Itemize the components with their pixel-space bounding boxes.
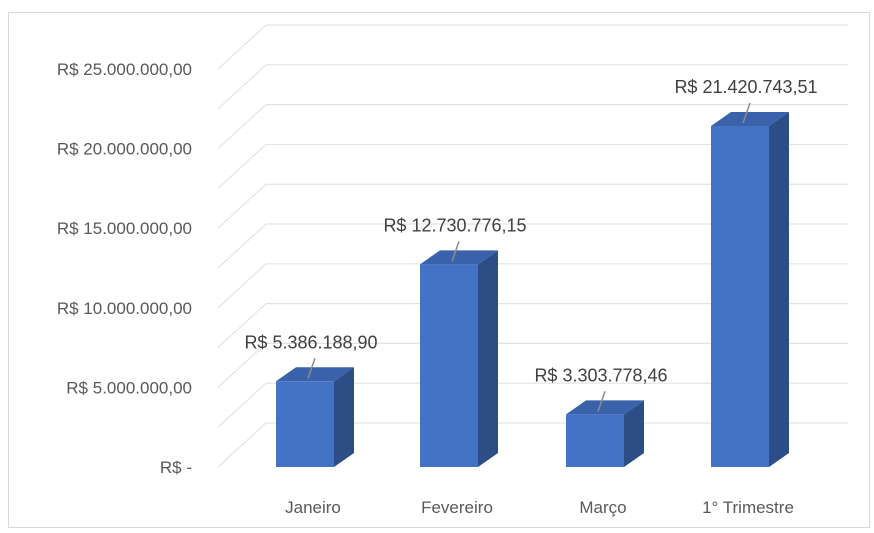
gridline-diagonal bbox=[217, 422, 267, 468]
data-label-leader bbox=[742, 102, 751, 124]
y-tick-label: R$ 20.000.000,00 bbox=[57, 140, 192, 159]
bar-side bbox=[334, 367, 354, 467]
gridline-diagonal bbox=[217, 342, 267, 388]
y-tick-label: R$ 25.000.000,00 bbox=[57, 60, 192, 79]
bar-top bbox=[711, 112, 789, 126]
x-category-label: Fevereiro bbox=[421, 498, 493, 517]
bar-side bbox=[769, 112, 789, 467]
gridline-diagonal bbox=[217, 64, 267, 110]
y-tick-label: R$ 15.000.000,00 bbox=[57, 219, 192, 238]
y-axis-ticks: R$ - R$ 5.000.000,00 R$ 10.000.000,00 R$ 15… bbox=[57, 60, 192, 477]
gridline-diagonal bbox=[217, 24, 267, 70]
data-label-leader bbox=[597, 391, 606, 412]
y-tick-label: R$ 10.000.000,00 bbox=[57, 299, 192, 318]
gridline-diagonal bbox=[217, 303, 267, 349]
bar bbox=[566, 400, 644, 467]
data-label: R$ 3.303.778,46 bbox=[534, 365, 667, 385]
bar-top bbox=[566, 400, 644, 415]
bar-front bbox=[711, 126, 769, 467]
data-label-leader bbox=[307, 358, 316, 379]
bars-layer bbox=[276, 112, 789, 467]
bar bbox=[420, 250, 498, 467]
data-label: R$ 21.420.743,51 bbox=[674, 77, 817, 97]
bar-top bbox=[420, 250, 498, 265]
x-category-label: Março bbox=[579, 498, 626, 517]
bar bbox=[276, 367, 354, 467]
data-label: R$ 12.730.776,15 bbox=[383, 215, 526, 235]
bar-top bbox=[276, 367, 354, 382]
x-category-label: 1° Trimestre bbox=[702, 498, 794, 517]
gridline-diagonal bbox=[217, 183, 267, 229]
x-axis-categories: Janeiro Fevereiro Março 1° Trimestre bbox=[285, 498, 794, 517]
chart-frame bbox=[8, 12, 870, 528]
gridline-diagonal bbox=[217, 143, 267, 189]
bar-side bbox=[624, 400, 644, 467]
data-label-leader bbox=[451, 241, 460, 262]
gridline-diagonal bbox=[217, 263, 267, 309]
x-category-label: Janeiro bbox=[285, 498, 341, 517]
bar-side bbox=[478, 250, 498, 467]
gridline-diagonal bbox=[217, 382, 267, 428]
bar-front bbox=[420, 264, 478, 467]
data-labels-layer: R$ 5.386.188,90 R$ 12.730.776,15 R$ 3.303.… bbox=[244, 77, 818, 412]
gridline-diagonal bbox=[217, 223, 267, 269]
gridline-diagonal bbox=[217, 104, 267, 150]
y-tick-label: R$ - bbox=[160, 458, 192, 477]
bar-front bbox=[276, 381, 334, 467]
y-tick-label: R$ 5.000.000,00 bbox=[66, 378, 192, 397]
bar-front bbox=[566, 414, 624, 467]
data-label: R$ 5.386.188,90 bbox=[244, 332, 377, 352]
bar bbox=[711, 112, 789, 467]
